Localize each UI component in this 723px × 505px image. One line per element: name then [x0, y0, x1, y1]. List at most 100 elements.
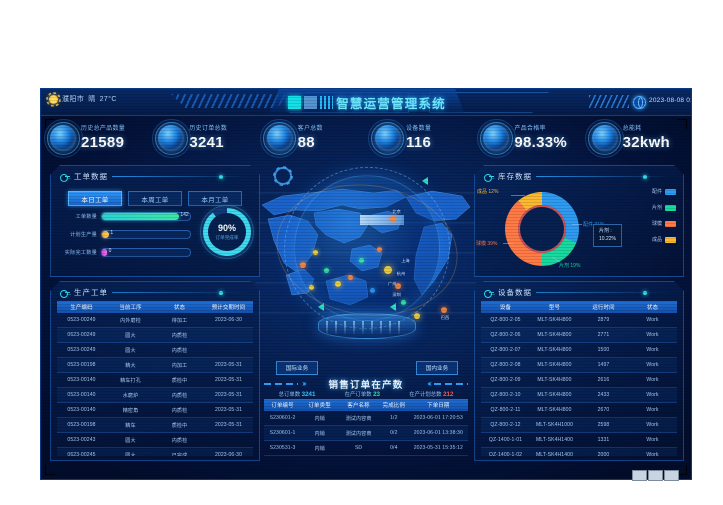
- legend-item[interactable]: 片剂: [652, 204, 676, 211]
- table-cell: 0523-00140: [67, 392, 96, 398]
- table-cell: 内销: [314, 445, 325, 452]
- table-row[interactable]: 0623-00249 圆大 内质检: [57, 328, 253, 343]
- device-table: 设备 型号 运行时间 状态 QZ-800-2-05 MLT-SK4H800 2879 Wor…: [481, 301, 677, 456]
- donut-tooltip-value: 10.22%: [599, 235, 616, 242]
- sales-rule-left: [264, 383, 298, 385]
- legend-item[interactable]: 成品: [652, 236, 676, 243]
- sales-stat-label: 在产计划总数: [409, 392, 442, 398]
- table-row[interactable]: 0523-00140 水磨炉 内质检 2023-05-31: [57, 388, 253, 403]
- map-marker[interactable]: [359, 258, 365, 263]
- table-cell: 0623-00249: [67, 332, 96, 338]
- table-row[interactable]: S230531-3 内销 SD 0/4 2023-05-31 15:35:12: [264, 441, 468, 456]
- kpi-card: 客户总数 88: [258, 116, 366, 160]
- table-row[interactable]: QZ-800-2-10 MLT-SK4H800 2433 Work: [481, 388, 677, 403]
- logo-block-icon-2: [304, 95, 318, 109]
- table-cell: S230531-3: [269, 445, 296, 451]
- table-cell: 1500: [597, 347, 610, 353]
- table-body: S230601-2 内销 测试内容商 1/2 2023-06-01 17:20:53 S2…: [264, 411, 468, 456]
- panel-title-rule: [536, 176, 671, 177]
- table-row[interactable]: 0523-00140 精密角 内质检 2023-05-31: [57, 403, 253, 418]
- table-row[interactable]: 0523-00198 精车 质检中 2023-05-31: [57, 418, 253, 433]
- header-datetime: 2023-08-08 01:34: [649, 97, 691, 104]
- table-row[interactable]: 0623-00245 圆大 已完成 2023-06-30: [57, 448, 253, 456]
- key-icon: [484, 173, 494, 181]
- table-row[interactable]: QZ-1400-1-02 MLT-SK4H1400 2000 Work: [481, 448, 677, 456]
- tab-today-work-order[interactable]: 本日工单: [68, 191, 122, 206]
- table-cell: 内质检: [171, 407, 188, 414]
- map-marker[interactable]: [335, 280, 342, 287]
- bar-fill: [102, 249, 107, 256]
- table-row[interactable]: QZ-800-2-06 MLT-SK4H800 2771 Work: [481, 328, 677, 343]
- legend-swatch-icon: [665, 205, 676, 211]
- table-row[interactable]: 0523-00198 精大 内加工 2023-05-31: [57, 358, 253, 373]
- map-marker[interactable]: [370, 288, 376, 294]
- kpi-orb-icon: [476, 118, 516, 158]
- table-row[interactable]: 0523-00243 圆大 内质检: [57, 433, 253, 448]
- kpi-orb-icon: [43, 118, 83, 158]
- donut-label-tablet: 片剂 19%: [559, 263, 581, 269]
- table-cell: 内质检: [171, 392, 188, 399]
- map-marker[interactable]: [383, 265, 392, 274]
- map-marker[interactable]: [377, 246, 382, 252]
- table-cell: 精车打孔: [120, 377, 141, 384]
- table-cell: 0523-00140: [67, 407, 96, 413]
- map-marker[interactable]: [300, 261, 306, 268]
- map-marker[interactable]: [313, 250, 319, 256]
- map-marker[interactable]: [414, 313, 421, 320]
- legend-item[interactable]: 配件: [652, 188, 676, 195]
- minimize-button[interactable]: [632, 470, 647, 481]
- tab-month-work-order[interactable]: 本月工单: [188, 191, 242, 206]
- sales-stat-label: 在产订单数: [344, 392, 372, 398]
- table-cell: 2433: [597, 392, 610, 398]
- panel-title-rule: [112, 292, 247, 293]
- completion-gauge: 90% 订单完成率: [203, 208, 251, 256]
- table-row[interactable]: QZ-800-2-07 MLT-SK4H800 1500 Work: [481, 343, 677, 358]
- column-header: 设备: [499, 305, 512, 311]
- table-cell: 2023-05-31: [214, 377, 243, 383]
- column-header: 预计交期时间: [211, 305, 246, 311]
- table-cell: 0523-00243: [67, 437, 96, 443]
- legend-item[interactable]: 球模: [652, 220, 676, 227]
- kpi-card: 总能耗 32kwh: [583, 116, 691, 160]
- map-marker[interactable]: [394, 282, 401, 289]
- table-cell: 圆大: [125, 347, 136, 354]
- map-marker[interactable]: [401, 299, 407, 305]
- close-button[interactable]: [664, 470, 679, 481]
- sales-stat-total: 总订单数 3241: [279, 390, 316, 398]
- sales-stat-label: 总订单数: [278, 392, 301, 398]
- table-cell: 2023-06-01 17:20:53: [413, 415, 463, 421]
- column-header: 运行时间: [592, 305, 615, 311]
- table-row[interactable]: S230601-2 内销 测试内容商 1/2 2023-06-01 17:20:53: [264, 411, 468, 426]
- tab-week-work-order[interactable]: 本周工单: [128, 191, 182, 206]
- map-marker[interactable]: [390, 216, 397, 223]
- table-cell: QZ-800-2-08: [490, 362, 521, 368]
- column-header: 型号: [548, 305, 561, 311]
- stock-donut-chart[interactable]: [505, 192, 579, 266]
- chevron-left-icon: ‹‹‹‹: [427, 379, 431, 388]
- bar-row: 计划生产量 1: [63, 230, 191, 239]
- maximize-button[interactable]: [648, 470, 663, 481]
- table-cell: QZ-1400-1-02: [488, 452, 523, 456]
- map-marker[interactable]: [308, 284, 314, 290]
- dashboard-root: 濮阳市 晴 27°C 智慧运营管理系统 2023-08-08 01:34 星期二: [40, 88, 692, 480]
- table-row[interactable]: 0523-00249 内外磨检 待加工 2023-06-30: [57, 313, 253, 328]
- table-row[interactable]: 0523-00249 圆大 内质检: [57, 343, 253, 358]
- tab-international-business[interactable]: 国际业务: [276, 361, 318, 375]
- table-row[interactable]: QZ-800-2-12 MLT-SK4H1000 2598 Work: [481, 418, 677, 433]
- map-marker[interactable]: [348, 275, 354, 281]
- tab-domestic-business[interactable]: 国内业务: [416, 361, 458, 375]
- table-cell: 0523-00198: [67, 422, 96, 428]
- table-row[interactable]: S230601-1 内销 测试内容商 0/2 2023-06-01 13:38:30: [264, 426, 468, 441]
- table-row[interactable]: 0523-00140 精车打孔 质检中 2023-05-31: [57, 373, 253, 388]
- table-row[interactable]: QZ-800-2-11 MLT-SK4H800 2670 Work: [481, 403, 677, 418]
- table-row[interactable]: QZ-1400-1-01 MLT-SK4H1400 1331 Work: [481, 433, 677, 448]
- table-row[interactable]: QZ-800-2-08 MLT-SK4H800 1497 Work: [481, 358, 677, 373]
- table-body: QZ-800-2-05 MLT-SK4H800 2879 Work QZ-800-2-0…: [481, 313, 677, 456]
- map-marker[interactable]: [324, 267, 330, 273]
- table-row[interactable]: QZ-800-2-05 MLT-SK4H800 2879 Work: [481, 313, 677, 328]
- window-controls: [632, 470, 679, 481]
- table-row[interactable]: QZ-800-2-09 MLT-SK4H800 2616 Work: [481, 373, 677, 388]
- legend-label: 成品: [651, 237, 662, 243]
- table-cell: [204, 328, 253, 342]
- map-marker[interactable]: [440, 307, 447, 314]
